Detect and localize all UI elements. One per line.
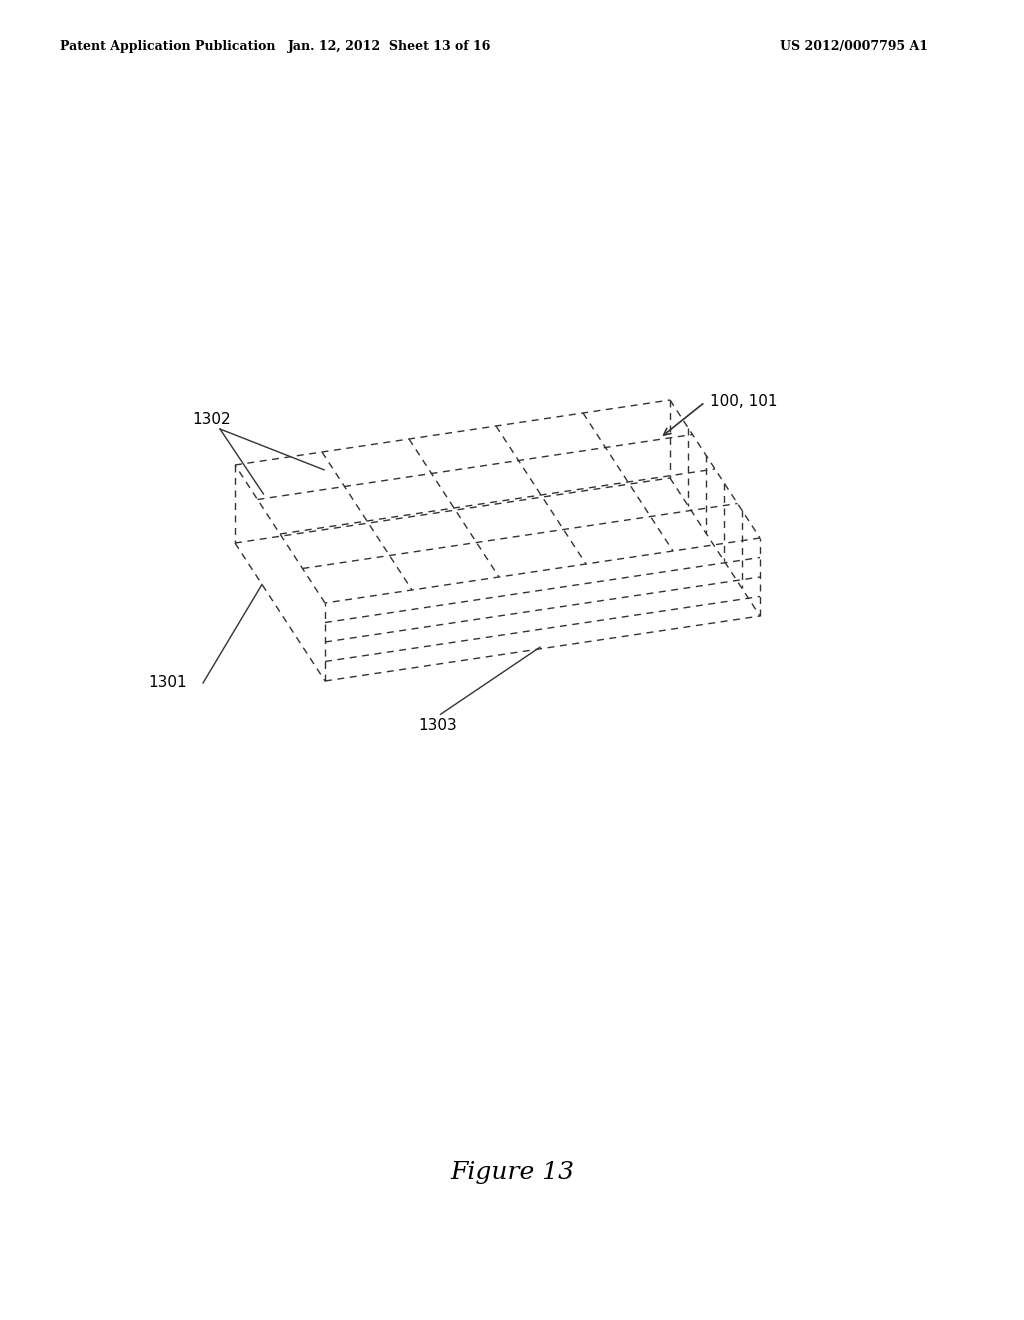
Text: 1302: 1302 bbox=[193, 412, 230, 426]
Text: 100, 101: 100, 101 bbox=[710, 395, 777, 409]
Text: Figure 13: Figure 13 bbox=[450, 1160, 574, 1184]
Text: Jan. 12, 2012  Sheet 13 of 16: Jan. 12, 2012 Sheet 13 of 16 bbox=[289, 40, 492, 53]
Text: 1303: 1303 bbox=[419, 718, 458, 733]
Text: 1301: 1301 bbox=[148, 675, 186, 690]
Text: Patent Application Publication: Patent Application Publication bbox=[60, 40, 275, 53]
Text: US 2012/0007795 A1: US 2012/0007795 A1 bbox=[780, 40, 928, 53]
